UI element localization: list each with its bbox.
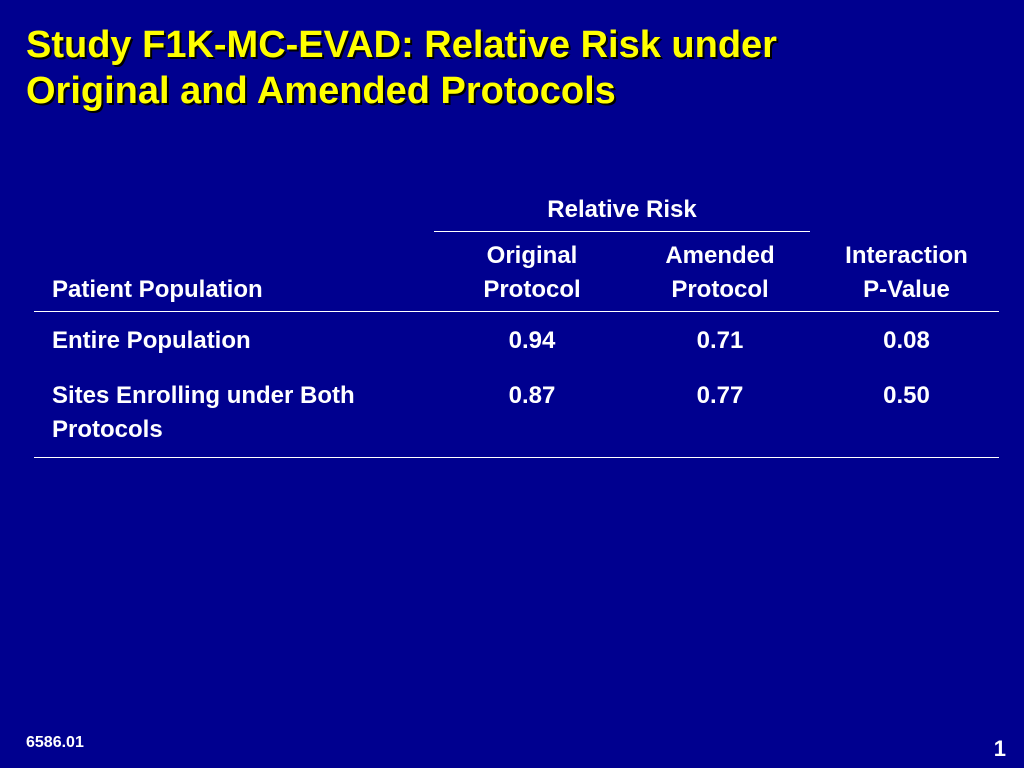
column-header-interaction-p-value: Interaction P-Value: [814, 239, 999, 307]
column-header-amended-protocol: Amended Protocol: [624, 239, 816, 307]
row-interaction-p-value-cell: 0.08: [883, 327, 930, 354]
column-header-original-line-2: Protocol: [483, 276, 581, 303]
row-amended-protocol-cell: 0.71: [696, 327, 744, 354]
column-header-interaction-line-1: Interaction: [845, 242, 968, 269]
column-header-patient-population: Patient Population: [52, 276, 263, 303]
column-header-original-protocol: Original Protocol: [434, 239, 630, 307]
header-bottom-rule: [34, 311, 999, 312]
row-original-protocol-cell: 0.94: [508, 327, 556, 354]
column-header-amended-line-2: Protocol: [671, 276, 769, 303]
row-amended-protocol-cell: 0.77: [696, 382, 744, 409]
column-header-original-line-1: Original: [486, 242, 578, 269]
group-header-rule: [434, 231, 810, 232]
slide-reference-code: 6586.01: [26, 734, 84, 751]
slide-title: Study F1K-MC-EVAD: Relative Risk under O…: [26, 22, 986, 114]
table-bottom-rule: [34, 457, 999, 458]
column-header-amended-line-1: Amended: [665, 242, 775, 269]
row-interaction-p-value-cell: 0.50: [883, 382, 930, 409]
page-number: 1: [993, 736, 1006, 761]
row-population-cell: Sites Enrolling under Both Protocols: [52, 382, 355, 443]
column-header-interaction-line-2: P-Value: [863, 276, 950, 303]
slide-title-line-1: Study F1K-MC-EVAD: Relative Risk under: [26, 24, 777, 66]
row-original-protocol-cell: 0.87: [508, 382, 556, 409]
slide-title-line-2: Original and Amended Protocols: [26, 70, 616, 112]
relative-risk-group-header: Relative Risk: [547, 196, 697, 223]
row-population-cell: Entire Population: [52, 327, 251, 354]
